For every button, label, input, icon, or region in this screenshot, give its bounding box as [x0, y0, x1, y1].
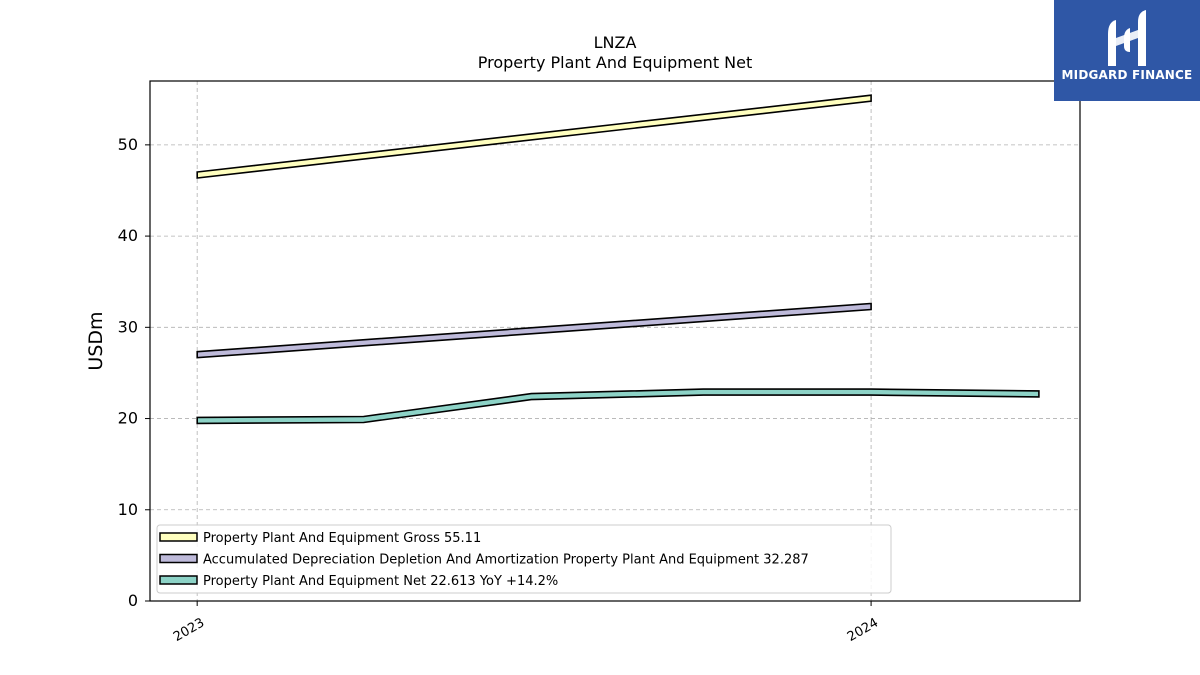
series-line-2	[196, 302, 872, 359]
chart-title: LNZA	[594, 33, 637, 52]
series-line-1	[196, 94, 872, 179]
legend-box	[156, 524, 892, 594]
y-tick-label: 40	[118, 226, 138, 245]
legend-entry: Property Plant And Equipment Gross 55.11	[203, 531, 481, 546]
y-axis-label: USDm	[85, 311, 107, 370]
grid	[150, 81, 1080, 601]
y-tick-label: 50	[118, 135, 138, 154]
series-line-3	[196, 388, 1040, 425]
brand-name: MIDGARD FINANCE	[1061, 68, 1193, 82]
series-layer	[196, 94, 1040, 425]
x-tick-label: 2023	[171, 615, 207, 645]
y-tick-label: 10	[118, 500, 138, 519]
logo-mark-icon	[1108, 10, 1146, 66]
legend-swatch	[159, 575, 198, 585]
y-tick-label: 20	[118, 409, 138, 428]
chart-subtitle: Property Plant And Equipment Net	[478, 53, 753, 72]
brand-logo: MIDGARD FINANCE	[1054, 0, 1200, 101]
x-tick-label: 2024	[845, 615, 881, 645]
y-tick-label: 0	[128, 591, 138, 610]
legend-entry: Property Plant And Equipment Net 22.613 …	[203, 574, 558, 589]
legend: Property Plant And Equipment Gross 55.11…	[156, 524, 892, 594]
legend-swatch	[159, 553, 198, 564]
plot-frame	[149, 80, 1081, 602]
y-tick-label: 30	[118, 317, 138, 336]
legend-swatch	[159, 532, 198, 542]
legend-entry: Accumulated Depreciation Depletion And A…	[203, 553, 809, 568]
